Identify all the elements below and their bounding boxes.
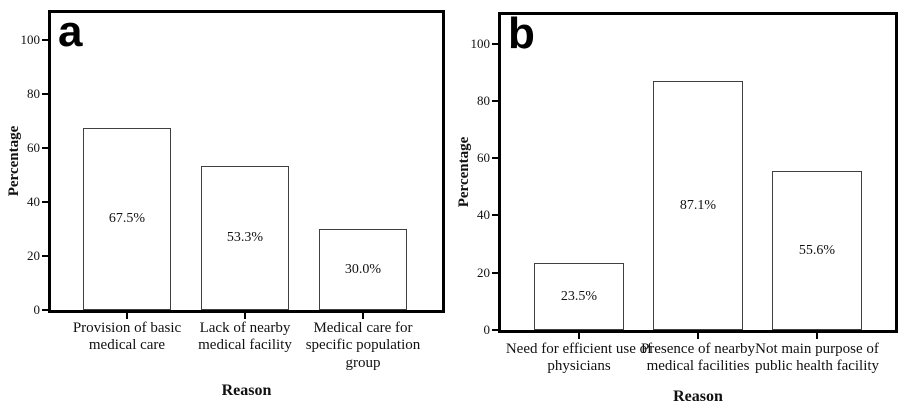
y-tick-label: 100 (20, 32, 41, 47)
panel-letter-a: a (58, 7, 83, 56)
bar-value-label: 67.5% (108, 211, 146, 226)
category-label: Lack of nearby medical facility (198, 320, 292, 354)
bar-a-1: 67.5% (83, 128, 171, 310)
x-tick-mark (126, 313, 128, 319)
bar-value-label: 55.6% (798, 242, 836, 258)
y-tick-label: 100 (470, 36, 491, 51)
plot-area-b: b 0 20 40 60 80 100 23.5% 87.1% 55.6% (471, 9, 898, 339)
bar-value-label: 30.0% (344, 261, 382, 277)
plot-area-a: a 0 20 40 60 80 100 67.5% 53.3% 30.0% (21, 7, 445, 319)
y-tick-mark (492, 214, 498, 216)
chart-panel-a: a 0 20 40 60 80 100 67.5% 53.3% 30.0% Percentage… (6, 7, 445, 399)
x-axis-title-b: Reason (673, 388, 723, 405)
y-tick-mark (492, 157, 498, 159)
x-axis-title-a: Reason (221, 382, 272, 399)
bar-b-3: 55.6% (772, 171, 862, 330)
category-label: Medical care for specific population gro… (305, 320, 421, 371)
y-tick-label: 20 (477, 265, 490, 280)
y-tick-mark (42, 255, 48, 257)
category-label: Presence of nearby medical facilities (640, 341, 756, 375)
y-axis-title-a: Percentage (6, 125, 22, 197)
bar-value-label: 87.1% (679, 197, 717, 213)
x-tick-mark (816, 333, 818, 339)
panel-letter-b: b (508, 9, 535, 58)
category-label: Not main purpose of public health facili… (754, 341, 880, 375)
x-tick-mark (697, 333, 699, 339)
bar-a-3: 30.0% (319, 229, 407, 310)
y-tick-label: 0 (33, 302, 41, 317)
y-axis-title-b: Percentage (456, 136, 472, 208)
y-tick-mark (42, 147, 48, 149)
x-tick-mark (244, 313, 246, 319)
y-tick-mark (42, 201, 48, 203)
y-tick-mark (492, 100, 498, 102)
y-tick-mark (492, 329, 498, 331)
y-tick-mark (492, 43, 498, 45)
bar-b-1: 23.5% (534, 263, 624, 330)
category-label: Provision of basic medical care (72, 320, 182, 354)
y-tick-label: 0 (483, 322, 491, 337)
x-tick-mark (578, 333, 580, 339)
y-tick-label: 60 (27, 140, 40, 155)
chart-panel-b: b 0 20 40 60 80 100 23.5% 87.1% 55.6% Percentage… (451, 0, 902, 407)
y-tick-label: 80 (27, 86, 40, 101)
y-tick-mark (42, 309, 48, 311)
y-tick-label: 20 (27, 248, 40, 263)
y-tick-label: 40 (477, 207, 490, 222)
y-tick-mark (492, 272, 498, 274)
bar-a-2: 53.3% (201, 166, 289, 310)
y-tick-label: 40 (27, 194, 40, 209)
bar-value-label: 53.3% (226, 230, 264, 245)
bar-value-label: 23.5% (560, 288, 598, 304)
y-tick-label: 60 (477, 150, 490, 165)
y-tick-mark (42, 93, 48, 95)
category-label: Need for efficient use of physicians (505, 341, 653, 375)
bar-b-2: 87.1% (653, 81, 743, 330)
y-tick-mark (42, 39, 48, 41)
y-tick-label: 80 (477, 93, 490, 108)
x-tick-mark (362, 313, 364, 319)
